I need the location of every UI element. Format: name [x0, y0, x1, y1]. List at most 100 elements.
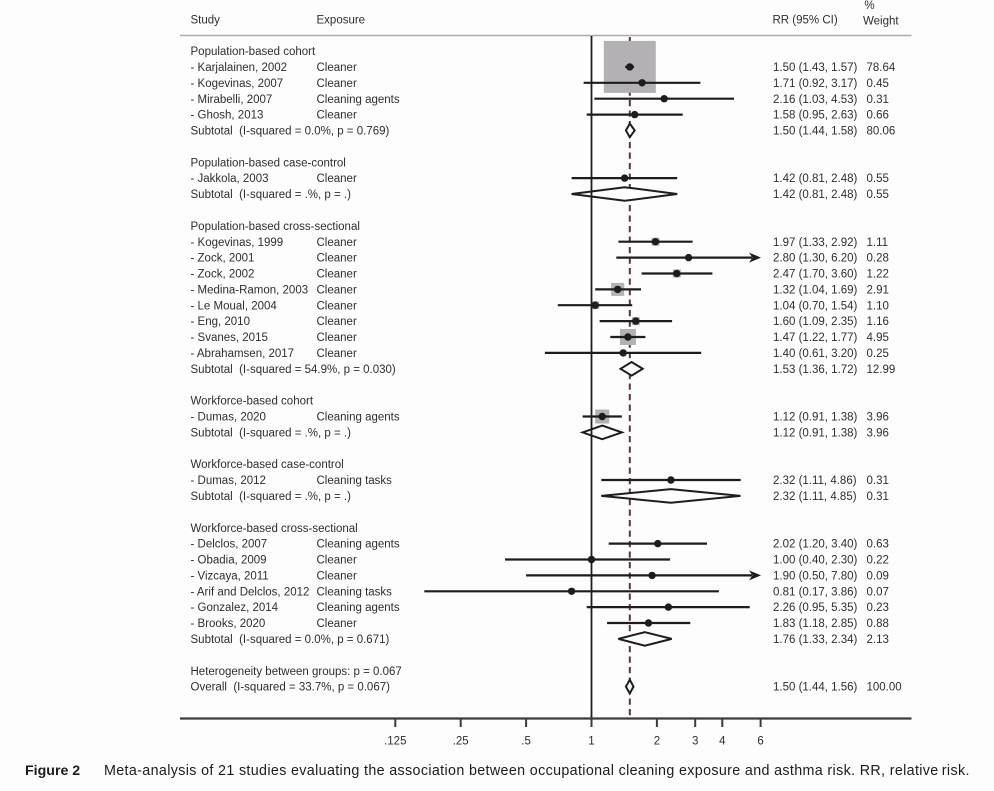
svg-text:- Ghosh, 2013: - Ghosh, 2013	[191, 110, 264, 122]
svg-text:2.32 (1.11, 4.86): 2.32 (1.11, 4.86)	[773, 475, 857, 487]
svg-text:2.47 (1.70, 3.60): 2.47 (1.70, 3.60)	[773, 269, 858, 281]
svg-text:1.58 (0.95, 2.63): 1.58 (0.95, 2.63)	[773, 110, 858, 122]
svg-text:1.97 (1.33, 2.92): 1.97 (1.33, 2.92)	[773, 237, 858, 249]
svg-text:0.07: 0.07	[867, 586, 889, 598]
svg-text:1.12 (0.91, 1.38): 1.12 (0.91, 1.38)	[773, 412, 858, 424]
svg-text:Subtotal (I-squared = 0.0%, p: Subtotal (I-squared = 0.0%, p = 0.769)	[191, 126, 390, 138]
svg-text:0.09: 0.09	[867, 571, 889, 583]
svg-text:2.16 (1.03, 4.53): 2.16 (1.03, 4.53)	[773, 94, 858, 106]
svg-text:- Brooks, 2020: - Brooks, 2020	[191, 618, 266, 630]
svg-text:2.13: 2.13	[867, 634, 889, 646]
svg-text:- Obadia, 2009: - Obadia, 2009	[191, 555, 267, 567]
svg-text:- Svanes, 2015: - Svanes, 2015	[191, 332, 268, 344]
svg-text:Cleaner: Cleaner	[317, 316, 357, 328]
svg-text:Workforce-based case-control: Workforce-based case-control	[191, 459, 344, 471]
svg-text:Cleaning agents: Cleaning agents	[317, 412, 400, 424]
svg-text:Cleaning tasks: Cleaning tasks	[317, 475, 393, 487]
svg-text:Subtotal (I-squared = .%, p =: Subtotal (I-squared = .%, p = .)	[191, 491, 352, 503]
svg-text:1.60 (1.09, 2.35): 1.60 (1.09, 2.35)	[773, 316, 858, 328]
svg-text:Workforce-based cohort: Workforce-based cohort	[191, 396, 314, 408]
svg-text:Cleaner: Cleaner	[317, 571, 357, 583]
svg-text:Cleaning agents: Cleaning agents	[317, 94, 400, 106]
svg-text:0.22: 0.22	[867, 555, 889, 567]
svg-text:1.50 (1.44, 1.58): 1.50 (1.44, 1.58)	[773, 126, 858, 138]
svg-text:1.04 (0.70, 1.54): 1.04 (0.70, 1.54)	[773, 300, 858, 312]
svg-text:1.22: 1.22	[867, 269, 889, 281]
svg-text:Weight: Weight	[863, 15, 899, 27]
svg-text:- Abrahamsen, 2017: - Abrahamsen, 2017	[191, 348, 295, 360]
svg-text:- Mirabelli, 2007: - Mirabelli, 2007	[191, 94, 273, 106]
svg-text:2.91: 2.91	[867, 285, 889, 297]
svg-text:0.31: 0.31	[867, 94, 889, 106]
svg-text:Cleaning tasks: Cleaning tasks	[317, 586, 393, 598]
svg-text:3: 3	[692, 736, 698, 748]
svg-text:100.00: 100.00	[867, 682, 902, 694]
svg-text:%: %	[864, 0, 874, 12]
svg-text:.25: .25	[453, 736, 469, 748]
svg-text:0.28: 0.28	[867, 253, 889, 265]
svg-text:1.83 (1.18, 2.85): 1.83 (1.18, 2.85)	[773, 618, 858, 630]
svg-text:- Zock, 2001: - Zock, 2001	[191, 253, 255, 265]
svg-text:- Eng, 2010: - Eng, 2010	[191, 316, 250, 328]
svg-text:Cleaner: Cleaner	[317, 300, 357, 312]
svg-text:4: 4	[719, 736, 726, 748]
svg-text:Exposure: Exposure	[317, 14, 366, 26]
svg-text:Subtotal (I-squared = 54.9%,: Subtotal (I-squared = 54.9%, p = 0.030)	[191, 364, 396, 376]
svg-text:1.00 (0.40, 2.30): 1.00 (0.40, 2.30)	[773, 555, 858, 567]
svg-text:1.12 (0.91, 1.38): 1.12 (0.91, 1.38)	[773, 428, 858, 440]
svg-text:4.95: 4.95	[867, 332, 889, 344]
svg-text:0.63: 0.63	[867, 539, 889, 551]
svg-text:0.55: 0.55	[867, 173, 889, 185]
svg-text:78.64: 78.64	[867, 62, 896, 74]
svg-text:2.32 (1.11, 4.85): 2.32 (1.11, 4.85)	[773, 491, 857, 503]
svg-text:RR (95% CI): RR (95% CI)	[773, 14, 838, 26]
svg-text:1.32 (1.04, 1.69): 1.32 (1.04, 1.69)	[773, 285, 858, 297]
svg-text:1.11: 1.11	[867, 237, 889, 249]
svg-text:Meta-analysis of 21 studies ev: Meta-analysis of 21 studies evaluating t…	[104, 763, 970, 779]
svg-text:- Le Moual, 2004: - Le Moual, 2004	[191, 300, 278, 312]
svg-text:1.10: 1.10	[867, 300, 889, 312]
svg-text:Cleaner: Cleaner	[317, 285, 357, 297]
svg-text:Subtotal (I-squared = .%, p =: Subtotal (I-squared = .%, p = .)	[191, 189, 352, 201]
svg-text:6: 6	[757, 736, 763, 748]
svg-text:1.50 (1.43, 1.57): 1.50 (1.43, 1.57)	[773, 62, 858, 74]
svg-text:1.47 (1.22, 1.77): 1.47 (1.22, 1.77)	[773, 332, 858, 344]
svg-text:- Arif and Delclos, 2012: - Arif and Delclos, 2012	[191, 586, 310, 598]
svg-text:Overall (I-squared = 33.7%, p: Overall (I-squared = 33.7%, p = 0.067)	[191, 682, 391, 694]
svg-text:Cleaner: Cleaner	[317, 62, 357, 74]
svg-text:Cleaner: Cleaner	[317, 332, 357, 344]
svg-text:Cleaner: Cleaner	[317, 237, 357, 249]
svg-text:2.80 (1.30, 6.20): 2.80 (1.30, 6.20)	[773, 253, 858, 265]
svg-text:1.71 (0.92, 3.17): 1.71 (0.92, 3.17)	[773, 78, 858, 90]
svg-text:0.23: 0.23	[867, 602, 889, 614]
svg-text:0.31: 0.31	[867, 475, 889, 487]
svg-text:- Kogevinas, 1999: - Kogevinas, 1999	[191, 237, 284, 249]
svg-text:Cleaner: Cleaner	[317, 618, 357, 630]
svg-text:Cleaner: Cleaner	[317, 269, 357, 281]
svg-text:Subtotal (I-squared = .%, p =: Subtotal (I-squared = .%, p = .)	[191, 428, 352, 440]
svg-text:1.53 (1.36, 1.72): 1.53 (1.36, 1.72)	[773, 364, 858, 376]
svg-text:0.31: 0.31	[867, 491, 889, 503]
svg-text:Workforce-based cross-sectiona: Workforce-based cross-sectional	[191, 523, 358, 535]
svg-text:80.06: 80.06	[867, 126, 896, 138]
svg-text:Cleaner: Cleaner	[317, 173, 357, 185]
svg-text:Cleaner: Cleaner	[317, 555, 357, 567]
svg-text:1.90 (0.50, 7.80): 1.90 (0.50, 7.80)	[773, 571, 858, 583]
svg-text:- Medina-Ramon, 2003: - Medina-Ramon, 2003	[191, 285, 309, 297]
svg-text:1.42 (0.81, 2.48): 1.42 (0.81, 2.48)	[773, 173, 858, 185]
svg-text:3.96: 3.96	[867, 428, 889, 440]
svg-text:Cleaner: Cleaner	[317, 110, 357, 122]
svg-text:0.25: 0.25	[867, 348, 889, 360]
svg-text:.125: .125	[384, 736, 406, 748]
svg-text:0.55: 0.55	[867, 189, 889, 201]
svg-text:1.40 (0.61, 3.20): 1.40 (0.61, 3.20)	[773, 348, 858, 360]
svg-text:Subtotal (I-squared = 0.0%, p: Subtotal (I-squared = 0.0%, p = 0.671)	[191, 634, 390, 646]
svg-text:2: 2	[654, 736, 660, 748]
svg-text:3.96: 3.96	[867, 412, 889, 424]
svg-text:Cleaner: Cleaner	[317, 78, 357, 90]
svg-text:- Jakkola, 2003: - Jakkola, 2003	[191, 173, 269, 185]
svg-text:- Zock, 2002: - Zock, 2002	[191, 269, 255, 281]
svg-text:0.45: 0.45	[867, 78, 889, 90]
svg-text:Population-based case-control: Population-based case-control	[191, 157, 346, 169]
svg-text:2.02 (1.20, 3.40): 2.02 (1.20, 3.40)	[773, 539, 858, 551]
